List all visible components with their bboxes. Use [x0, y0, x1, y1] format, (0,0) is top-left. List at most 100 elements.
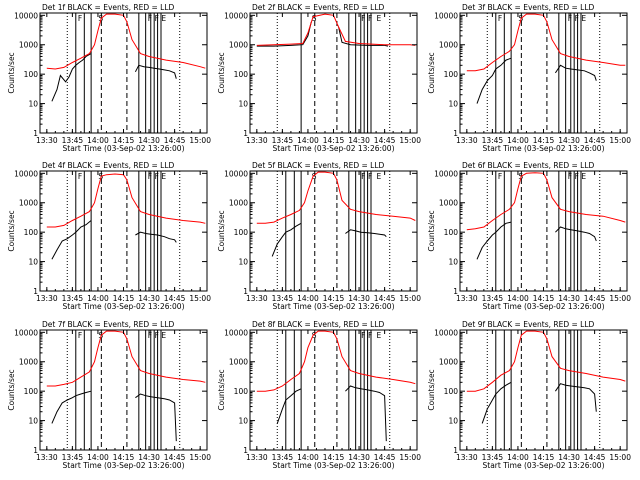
flag-label: E [161, 172, 166, 181]
x-tick-label: 14:45 [374, 294, 396, 303]
x-tick-label: 14:45 [584, 294, 606, 303]
plot-frame [459, 170, 628, 292]
flag-label: F [78, 172, 82, 181]
y-tick-label: 10 [238, 100, 248, 109]
x-tick-label: 14:15 [533, 453, 555, 462]
events-series-line [51, 220, 92, 260]
events-series-line [271, 222, 302, 257]
x-axis-label: Start Time (03-Sep-02 13:26:00) [63, 461, 185, 470]
y-tick-label: 10 [448, 417, 458, 426]
x-tick-label: 14:45 [374, 453, 396, 462]
x-tick-label: 14:00 [297, 453, 319, 462]
x-tick-label: 14:00 [87, 136, 109, 145]
x-tick-label: 14:00 [507, 136, 529, 145]
flag-label: E [581, 14, 586, 23]
x-tick-label: 14:00 [507, 294, 529, 303]
y-tick-label: 10 [28, 258, 38, 267]
x-tick-label: 14:15 [323, 136, 345, 145]
events-series-line [51, 390, 92, 424]
y-tick-label: 10000 [14, 11, 38, 20]
flag-label: E [161, 331, 166, 340]
x-tick-label: 13:30 [456, 294, 478, 303]
flag-label: F [368, 331, 372, 340]
x-tick-label: 13:30 [246, 294, 268, 303]
x-tick-label: 14:00 [507, 453, 529, 462]
x-tick-label: 14:15 [113, 294, 135, 303]
events-series-line [554, 64, 597, 81]
panel-title: Det 8f BLACK = Events, RED = LLD [252, 320, 385, 329]
x-tick-label: 14:45 [584, 453, 606, 462]
flag-label: S [312, 14, 317, 23]
y-axis-label: Counts/sec [217, 210, 226, 251]
lld-series-line [46, 173, 206, 228]
x-tick-label: 13:45 [272, 136, 294, 145]
x-tick-label: 15:00 [399, 136, 421, 145]
y-tick-label: 1000 [439, 41, 458, 50]
flag-label: E [581, 172, 586, 181]
y-tick-label: 100 [24, 228, 39, 237]
flag-label: F [148, 172, 152, 181]
flag-label: F [575, 14, 579, 23]
y-tick-label: 10000 [434, 11, 458, 20]
y-tick-label: 1000 [19, 358, 38, 367]
y-tick-label: 1 [453, 129, 458, 138]
panel-title: Det 9f BLACK = Events, RED = LLD [462, 320, 595, 329]
events-series-line [345, 385, 387, 442]
flag-label: F [155, 331, 159, 340]
x-tick-label: 13:45 [482, 453, 504, 462]
x-tick-label: 13:30 [36, 136, 58, 145]
y-tick-label: 10 [448, 258, 458, 267]
x-tick-label: 14:15 [323, 453, 345, 462]
y-tick-label: 100 [444, 228, 459, 237]
x-axis-label: Start Time (03-Sep-02 13:26:00) [483, 302, 605, 311]
y-tick-label: 100 [234, 228, 249, 237]
panel-title: Det 2f BLACK = Events, RED = LLD [252, 3, 385, 12]
x-tick-label: 14:45 [584, 136, 606, 145]
events-series-line [476, 221, 512, 260]
plot-frame [249, 170, 418, 292]
events-series-line [276, 388, 302, 424]
y-tick-label: 10000 [434, 328, 458, 337]
y-tick-label: 1000 [19, 199, 38, 208]
flag-label: S [312, 172, 317, 181]
flag-label: S [312, 331, 317, 340]
plot-frame [459, 12, 628, 134]
flag-label: F [361, 14, 365, 23]
y-tick-label: 100 [24, 387, 39, 396]
y-axis-label: Counts/sec [427, 369, 436, 410]
plot-frame [249, 12, 418, 134]
x-tick-label: 13:45 [482, 294, 504, 303]
lld-series-line [256, 171, 416, 224]
panel-title: Det 3f BLACK = Events, RED = LLD [462, 3, 595, 12]
flag-label: F [155, 172, 159, 181]
y-tick-label: 1000 [229, 199, 248, 208]
chart-panel: Det 9f BLACK = Events, RED = LLD 13:30 13:… [427, 320, 631, 470]
panel-title: Det 6f BLACK = Events, RED = LLD [462, 161, 595, 170]
x-tick-label: 14:45 [164, 136, 186, 145]
lld-series-line [466, 330, 626, 392]
x-tick-label: 13:45 [62, 453, 84, 462]
flag-label: F [148, 331, 152, 340]
x-tick-label: 14:15 [113, 136, 135, 145]
x-tick-label: 13:45 [482, 136, 504, 145]
x-tick-label: 14:15 [533, 294, 555, 303]
x-tick-label: 15:00 [399, 294, 421, 303]
flag-label: F [568, 14, 572, 23]
y-axis-label: Counts/sec [7, 52, 16, 93]
flag-label: F [368, 172, 372, 181]
flag-label: F [568, 172, 572, 181]
flag-label: E [377, 14, 382, 23]
x-tick-label: 14:00 [87, 453, 109, 462]
lld-series-line [466, 172, 626, 231]
events-series-line [476, 57, 512, 104]
events-series-line [554, 383, 597, 412]
y-tick-label: 100 [444, 70, 459, 79]
x-tick-label: 14:00 [297, 136, 319, 145]
x-tick-label: 13:45 [272, 294, 294, 303]
flag-label: F [155, 14, 159, 23]
x-tick-label: 14:15 [323, 294, 345, 303]
events-series-line [345, 229, 387, 238]
